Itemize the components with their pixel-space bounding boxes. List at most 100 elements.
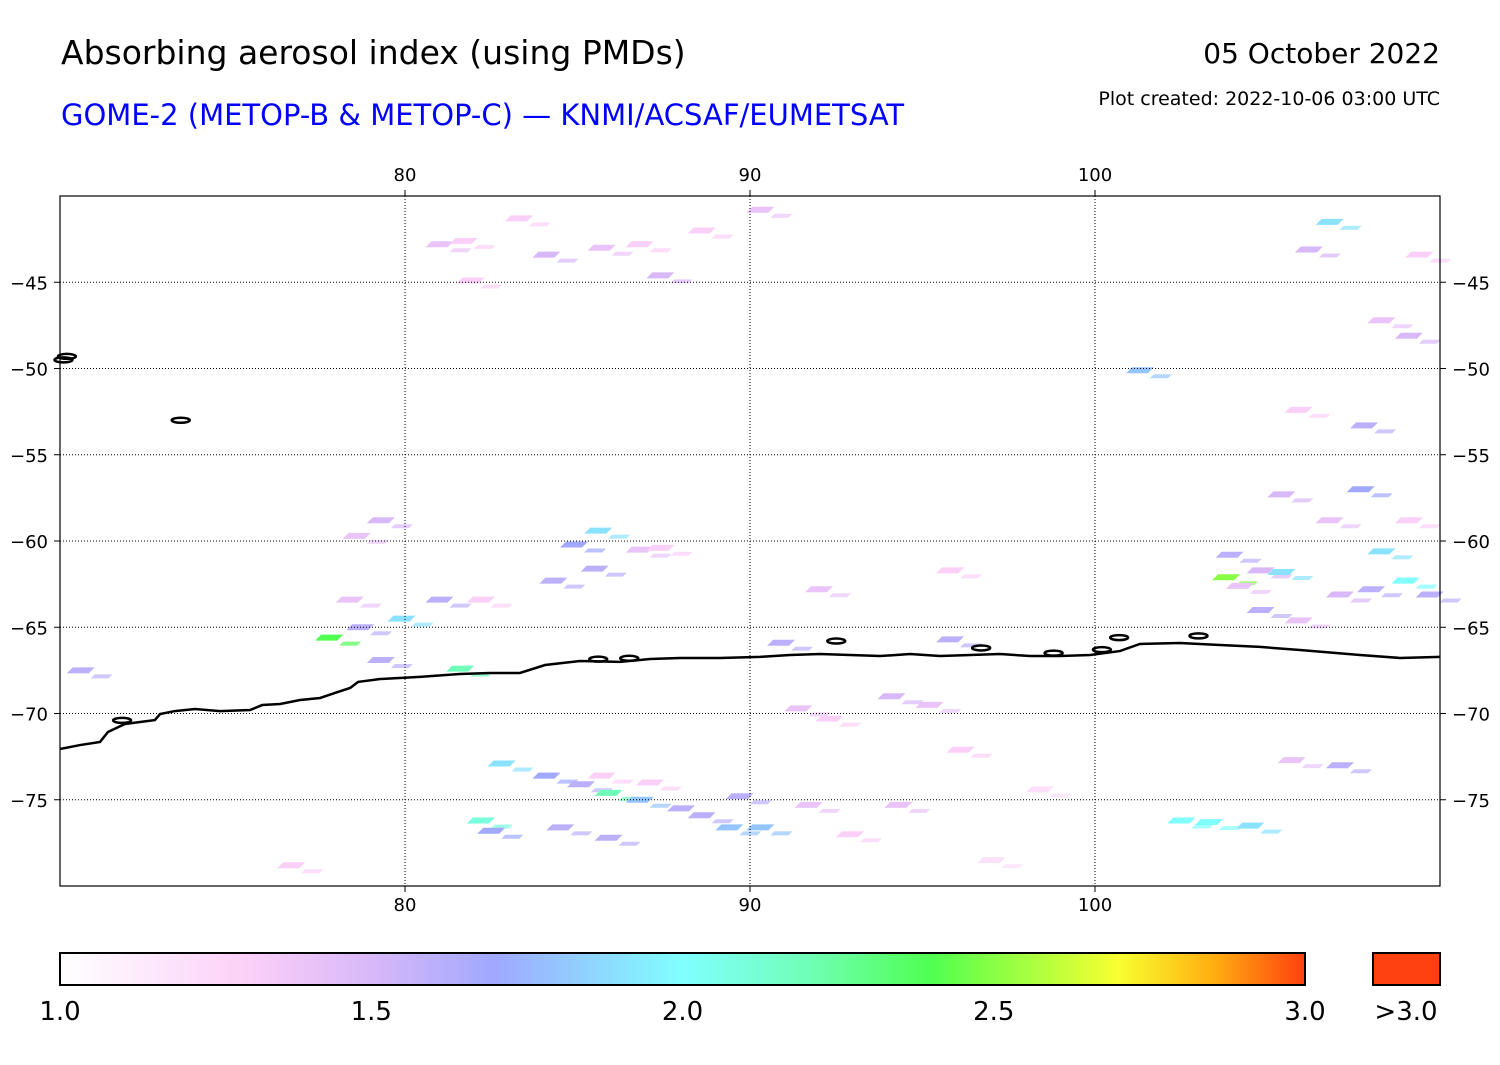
colorbar-tick-label: 3.0	[1284, 997, 1325, 1027]
colorbar-over-label: >3.0	[1374, 997, 1437, 1027]
aerosol-pixel	[511, 767, 534, 772]
lon-tick-label-top: 90	[739, 165, 762, 186]
aerosol-pixel	[301, 869, 324, 874]
aerosol-pixel	[528, 222, 551, 227]
island-outline	[53, 356, 74, 364]
aerosol-pixel	[1339, 225, 1362, 230]
aerosol-pixel	[687, 227, 716, 234]
aerosol-pixel	[366, 539, 389, 544]
aerosol-pixel	[649, 803, 672, 808]
island-outline	[619, 654, 640, 663]
aerosol-pixel	[818, 808, 841, 813]
aerosol-pixel	[1260, 829, 1283, 834]
aerosol-pixel	[339, 641, 362, 646]
aerosol-pixel	[587, 244, 616, 251]
aerosol-pixel	[794, 801, 823, 808]
lat-tick-label-right: −50	[1452, 360, 1490, 381]
aerosol-pixel	[1246, 607, 1275, 613]
aerosol-pixel	[556, 258, 579, 263]
aerosol-pixel	[587, 772, 616, 779]
lon-tick-label-top: 100	[1078, 165, 1112, 186]
aerosol-pixel	[387, 615, 416, 622]
aerosol-pixel	[1025, 786, 1054, 793]
aerosol-pixel	[1291, 576, 1314, 581]
aerosol-pixel	[1418, 524, 1441, 529]
colorbar-over-swatch	[1372, 952, 1441, 986]
aerosol-pixel	[1218, 826, 1241, 831]
aerosol-pixel	[746, 824, 775, 831]
aerosol-pixel	[366, 517, 395, 524]
lat-tick-label-right: −75	[1452, 791, 1490, 812]
island-outline	[1108, 633, 1130, 642]
aerosol-pixel	[608, 534, 631, 539]
aerosol-pixel	[539, 577, 568, 584]
aerosol-pixel	[1405, 251, 1434, 258]
plot-created-label: Plot created: 2022-10-06 03:00 UTC	[1098, 88, 1440, 110]
aerosol-pixel	[315, 634, 344, 641]
aerosol-pixel	[839, 722, 862, 727]
aerosol-pixel	[939, 708, 962, 713]
aerosol-pixel	[1191, 824, 1214, 829]
aerosol-pixel	[1415, 584, 1438, 589]
aerosol-pixel	[1212, 574, 1241, 581]
aerosol-pixel	[1391, 555, 1414, 560]
aerosol-pixel	[604, 572, 627, 577]
aerosol-pixel	[1249, 589, 1272, 594]
aerosol-pixel	[1236, 822, 1265, 829]
aerosol-pixel	[908, 808, 931, 813]
lat-tick-label-right: −70	[1452, 705, 1490, 726]
aerosol-pixel	[1357, 586, 1385, 593]
aerosol-pixel	[1284, 406, 1313, 413]
aerosol-pixel	[1381, 593, 1403, 598]
aerosol-pixel	[1246, 567, 1275, 574]
aerosol-pixel	[390, 664, 413, 669]
aerosol-pixel	[1149, 374, 1172, 379]
lon-tick-label-bottom: 80	[394, 895, 417, 916]
aerosol-pixel	[1225, 582, 1254, 589]
lat-tick-label-left: −65	[10, 618, 48, 639]
aerosol-pixel	[1315, 517, 1344, 524]
aerosol-pixel	[1346, 486, 1375, 493]
colorbar-tick-label: 1.0	[39, 997, 80, 1027]
aerosol-pixel	[1339, 524, 1362, 529]
aerosol-pixel	[618, 841, 641, 846]
aerosol-pixel	[1277, 757, 1306, 764]
aerosol-pixel	[504, 215, 533, 222]
aerosol-pixel	[667, 805, 695, 812]
aerosol-pixel	[936, 567, 965, 574]
aerosol-pixel	[370, 631, 393, 636]
aerosol-pixel	[915, 701, 944, 708]
aerosol-pixel	[646, 272, 675, 279]
aerosol-pixel	[1284, 617, 1313, 624]
aerosol-pixel	[1391, 577, 1420, 584]
aerosol-pixel	[490, 603, 513, 608]
aerosol-pixel	[877, 693, 906, 700]
colorbar-tick-label: 1.5	[351, 997, 392, 1027]
aerosol-pixel	[466, 817, 495, 824]
aerosol-pixel	[480, 284, 503, 289]
aerosol-pixel	[532, 251, 561, 258]
aerosol-pixel	[829, 593, 851, 598]
aerosol-pixel	[560, 541, 589, 548]
aerosol-pixel	[611, 251, 634, 256]
aerosol-pixel	[715, 824, 744, 831]
aerosol-pixel	[546, 824, 575, 831]
aerosol-pixel	[1367, 548, 1396, 555]
aerosol-pixel	[477, 827, 506, 834]
aerosol-pixel	[1301, 764, 1324, 769]
colorbar-tick-label: 2.5	[973, 997, 1014, 1027]
aerosol-pixel	[335, 596, 364, 603]
aerosol-pixel	[749, 800, 772, 805]
aerosol-pixel	[625, 241, 654, 248]
aerosol-pixel	[1439, 598, 1462, 603]
aerosol-pixel	[791, 646, 814, 651]
aerosol-pixel	[687, 812, 716, 819]
aerosol-pixel	[884, 801, 913, 808]
aerosol-pixel	[473, 244, 496, 249]
aerosol-pixel	[649, 248, 672, 253]
aerosol-pixel	[1215, 551, 1244, 558]
aerosol-pixel	[501, 834, 524, 839]
island-outline	[1043, 649, 1064, 657]
lon-tick-label-top: 80	[394, 165, 417, 186]
lon-tick-label-bottom: 100	[1078, 895, 1112, 916]
